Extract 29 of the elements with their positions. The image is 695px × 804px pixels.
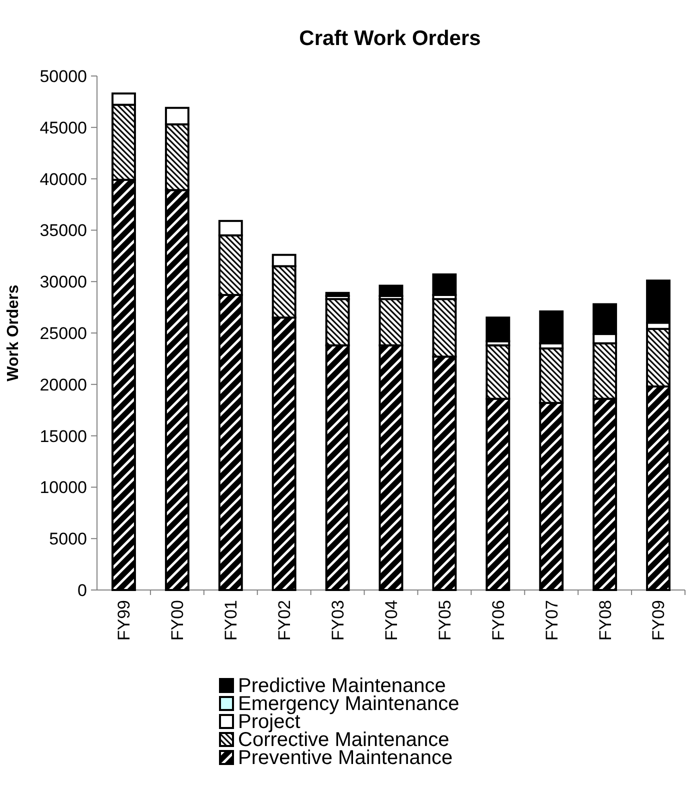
y-tick-label: 50000 <box>40 66 87 86</box>
y-tick-label: 40000 <box>40 170 87 189</box>
y-tick-label: 30000 <box>40 272 87 292</box>
y-tick-label: 10000 <box>40 478 87 498</box>
x-tick-label: FY00 <box>168 600 188 641</box>
x-tick-label: FY08 <box>596 600 615 641</box>
x-tick-label: FY06 <box>488 600 508 641</box>
y-axis-title: Work Orders <box>5 284 22 382</box>
y-tick-label: 5000 <box>49 530 87 549</box>
y-tick-label: 0 <box>78 580 87 600</box>
bar <box>486 316 510 342</box>
y-tick-label: 45000 <box>40 118 87 138</box>
x-tick-label: FY09 <box>649 600 668 641</box>
x-tick-label: FY02 <box>275 600 294 641</box>
x-tick-label: FY99 <box>114 600 134 641</box>
x-tick-label: FY07 <box>542 600 562 641</box>
bar <box>378 284 404 297</box>
chart-title: Craft Work Orders <box>299 27 481 50</box>
bar <box>432 273 457 296</box>
legend-label: Preventive Maintenance <box>238 747 453 769</box>
x-tick-label: FY05 <box>435 600 454 641</box>
y-tick-label: 15000 <box>40 426 87 446</box>
x-tick-label: FY03 <box>328 600 348 641</box>
x-tick-label: FY04 <box>382 600 401 641</box>
y-tick-label: 20000 <box>40 375 87 394</box>
y-tick-label: 25000 <box>40 324 87 343</box>
y-tick-label: 35000 <box>40 221 87 240</box>
x-tick-label: FY01 <box>222 600 241 641</box>
bar <box>325 292 350 297</box>
